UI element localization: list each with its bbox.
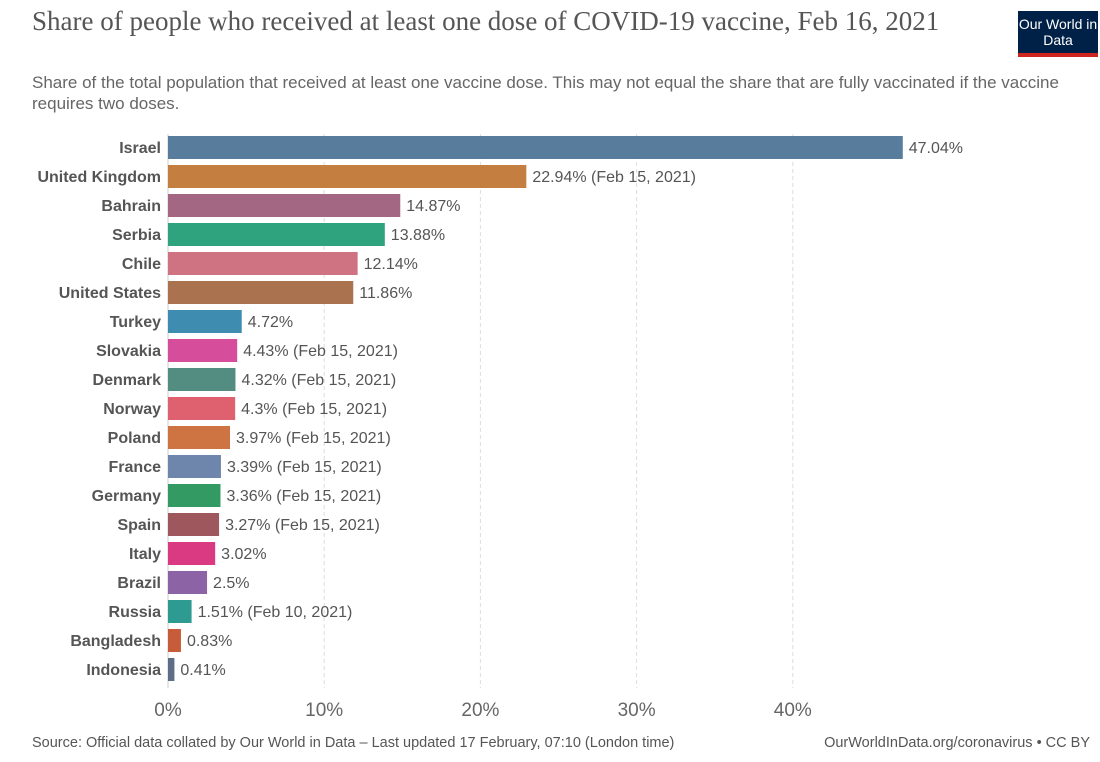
value-label: 0.83% xyxy=(187,633,232,650)
category-label: Denmark xyxy=(93,372,162,389)
value-label: 0.41% xyxy=(180,662,225,679)
bar-slovakia xyxy=(168,339,238,362)
x-tick-label: 30% xyxy=(618,700,656,721)
category-label: Slovakia xyxy=(96,343,161,360)
bar-serbia xyxy=(168,223,385,246)
category-label: France xyxy=(109,459,162,476)
logo-text: Our World in Data xyxy=(1018,16,1098,48)
bar-spain xyxy=(168,513,220,536)
value-label: 4.43% (Feb 15, 2021) xyxy=(243,343,398,360)
value-label: 14.87% xyxy=(406,198,460,215)
value-label: 12.14% xyxy=(364,256,418,273)
value-label: 11.86% xyxy=(359,285,412,302)
category-label: Brazil xyxy=(117,575,161,592)
value-label: 47.04% xyxy=(909,140,963,157)
category-label: Indonesia xyxy=(86,662,161,679)
x-tick-label: 20% xyxy=(461,700,499,721)
bar-bangladesh xyxy=(168,629,181,652)
category-label: Turkey xyxy=(110,314,161,331)
category-label: Italy xyxy=(129,546,161,563)
bar-chile xyxy=(168,252,358,275)
value-label: 3.39% (Feb 15, 2021) xyxy=(227,459,382,476)
category-label: Poland xyxy=(108,430,161,447)
value-label: 3.02% xyxy=(221,546,266,563)
bar-united-kingdom xyxy=(168,165,527,188)
bar-indonesia xyxy=(168,658,175,681)
bar-israel xyxy=(168,136,903,159)
bar-denmark xyxy=(168,368,236,391)
category-label: Norway xyxy=(103,401,161,418)
category-label: Bahrain xyxy=(101,198,161,215)
x-tick-label: 10% xyxy=(305,700,343,721)
category-label: United Kingdom xyxy=(37,169,161,186)
value-label: 3.27% (Feb 15, 2021) xyxy=(225,517,380,534)
value-label: 4.3% (Feb 15, 2021) xyxy=(241,401,387,418)
value-label: 22.94% (Feb 15, 2021) xyxy=(532,169,696,186)
x-tick-label: 40% xyxy=(774,700,812,721)
category-label: Serbia xyxy=(112,227,161,244)
bar-brazil xyxy=(168,571,208,594)
value-label: 4.72% xyxy=(248,314,293,331)
category-label: Israel xyxy=(119,140,161,157)
owid-logo[interactable]: Our World in Data xyxy=(1018,11,1098,57)
value-label: 2.5% xyxy=(213,575,249,592)
bar-poland xyxy=(168,426,231,449)
bar-russia xyxy=(168,600,192,623)
logo-red-bar xyxy=(1018,53,1098,57)
value-label: 13.88% xyxy=(391,227,445,244)
bar-turkey xyxy=(168,310,242,333)
value-label: 3.97% (Feb 15, 2021) xyxy=(236,430,391,447)
bar-united-states xyxy=(168,281,354,304)
category-label: United States xyxy=(59,285,161,302)
x-tick-label: 0% xyxy=(154,700,182,721)
category-label: Germany xyxy=(92,488,161,505)
source-note: Source: Official data collated by Our Wo… xyxy=(32,735,675,751)
category-label: Chile xyxy=(122,256,161,273)
value-label: 1.51% (Feb 10, 2021) xyxy=(198,604,353,621)
chart-title: Share of people who received at least on… xyxy=(32,6,940,36)
category-label: Spain xyxy=(117,517,161,534)
bar-bahrain xyxy=(168,194,401,217)
bar-italy xyxy=(168,542,216,565)
category-label: Russia xyxy=(109,604,162,621)
source-link[interactable]: OurWorldInData.org/coronavirus • CC BY xyxy=(824,735,1090,751)
value-label: 3.36% (Feb 15, 2021) xyxy=(226,488,381,505)
value-label: 4.32% (Feb 15, 2021) xyxy=(241,372,396,389)
bar-norway xyxy=(168,397,236,420)
bar-france xyxy=(168,455,221,478)
bar-germany xyxy=(168,484,221,507)
category-label: Bangladesh xyxy=(70,633,161,650)
chart-subtitle: Share of the total population that recei… xyxy=(32,73,1059,113)
